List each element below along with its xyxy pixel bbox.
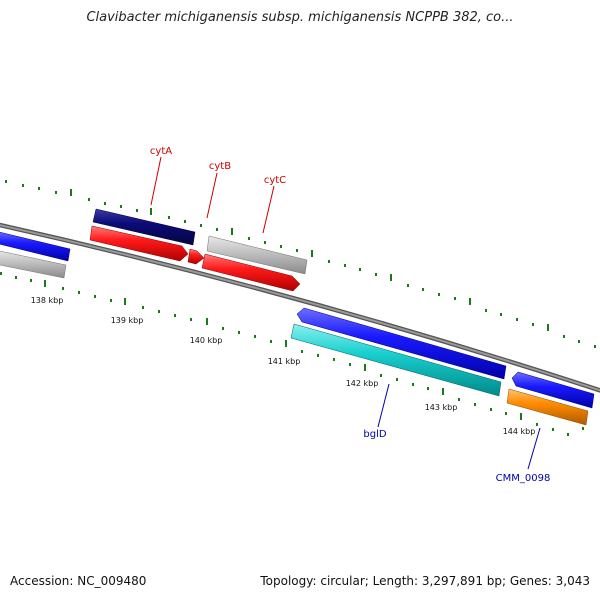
gene-cytB[interactable] (187, 248, 205, 265)
gene-label-bglD[interactable]: bglD (363, 429, 386, 440)
gene-blue-left[interactable] (0, 231, 71, 262)
topology-summary: Topology: circular; Length: 3,297,891 bp… (260, 574, 590, 588)
gene-CMM_0098[interactable] (506, 388, 589, 426)
gene-label-cytC[interactable]: cytC (264, 175, 286, 186)
gene-cytA-red[interactable] (89, 225, 189, 262)
gene-label-CMM_0098[interactable]: CMM_0098 (496, 473, 551, 484)
scale-label: 143 kbp (425, 403, 458, 412)
genome-backbone (0, 222, 600, 393)
gene-bglD-region-blue[interactable] (296, 307, 507, 380)
gene-cytC[interactable] (201, 253, 301, 292)
label-leaders (150, 156, 541, 470)
scale-labels: 138 kbp 139 kbp 140 kbp 141 kbp 142 kbp … (31, 296, 536, 436)
gene-cytC-gray[interactable] (206, 235, 308, 275)
genome-title: Clavibacter michiganensis subsp. michiga… (86, 10, 514, 25)
accession-label: Accession: NC_009480 (10, 574, 147, 588)
gene-blue-right[interactable] (511, 371, 595, 409)
outer-tick-ring (5, 180, 596, 348)
gene-label-cytA[interactable]: cytA (150, 146, 172, 157)
inner-tick-ring (0, 272, 584, 436)
scale-label: 142 kbp (346, 379, 379, 388)
gene-label-cytB[interactable]: cytB (209, 161, 231, 172)
genome-backbone-highlight (0, 224, 600, 392)
gene-cytA[interactable] (92, 208, 196, 246)
gene-bglD[interactable] (290, 323, 502, 397)
scale-label: 138 kbp (31, 296, 64, 305)
scale-label: 144 kbp (503, 427, 536, 436)
scale-label: 141 kbp (268, 357, 301, 366)
scale-label: 139 kbp (111, 316, 144, 325)
gene-gray-left[interactable] (0, 250, 67, 279)
scale-label: 140 kbp (190, 336, 223, 345)
